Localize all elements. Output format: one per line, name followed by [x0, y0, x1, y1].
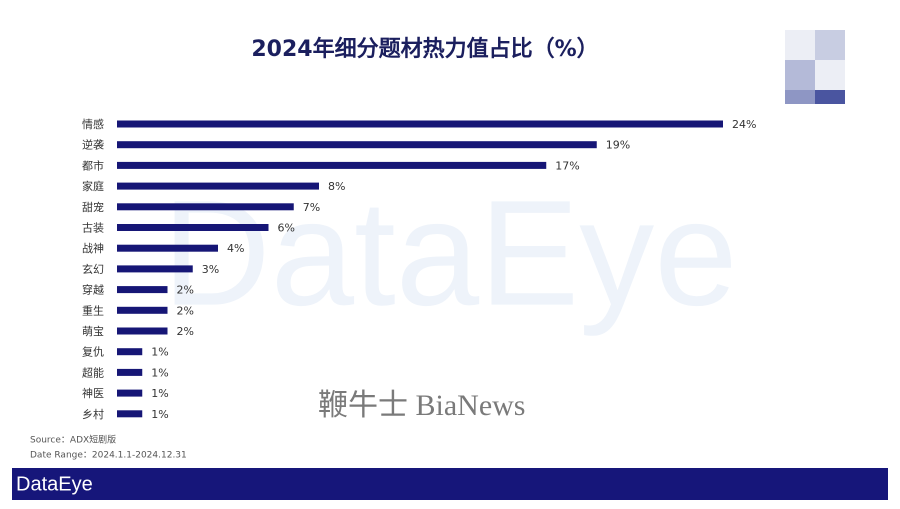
- category-label: 复仇: [82, 345, 104, 359]
- category-label: 超能: [82, 365, 104, 379]
- source: Source：ADX短剧版: [30, 434, 116, 446]
- decor-squares: [785, 30, 845, 104]
- watermark: 鞭牛士 BiaNews: [318, 389, 525, 422]
- bar: [117, 410, 143, 418]
- bar: [117, 389, 143, 397]
- bar: [117, 161, 547, 169]
- category-label: 玄幻: [82, 262, 104, 276]
- category-label: 家庭: [82, 179, 104, 193]
- bar: [117, 203, 294, 211]
- value-label: 1%: [151, 408, 168, 421]
- value-label: 19%: [606, 139, 630, 152]
- value-label: 1%: [151, 387, 168, 400]
- bar: [117, 348, 143, 356]
- category-label: 乡村: [82, 407, 104, 421]
- category-label: 甜宠: [82, 200, 104, 214]
- footer-bar: [12, 468, 888, 500]
- bar: [117, 306, 168, 314]
- bar: [117, 244, 218, 252]
- chart-title: 2024年细分题材热力值占比（%）: [251, 36, 598, 62]
- value-label: 2%: [177, 325, 194, 338]
- bar: [117, 368, 143, 376]
- bar: [117, 224, 269, 231]
- value-label: 3%: [202, 263, 219, 276]
- value-label: 24%: [732, 118, 756, 131]
- category-label: 穿越: [82, 283, 104, 297]
- footer-brand: DataEye: [16, 473, 93, 495]
- bar: [117, 120, 723, 128]
- value-label: 6%: [278, 222, 295, 235]
- value-label: 17%: [555, 159, 579, 172]
- bar: [117, 141, 597, 149]
- category-label: 逆袭: [82, 138, 104, 152]
- value-label: 4%: [227, 242, 244, 255]
- value-label: 7%: [303, 201, 320, 214]
- background-watermark: DataEye: [162, 169, 737, 337]
- value-label: 2%: [177, 304, 194, 317]
- date-range: Date Range：2024.1.1-2024.12.31: [30, 451, 187, 461]
- bar: [117, 286, 168, 294]
- value-label: 2%: [177, 284, 194, 297]
- value-label: 8%: [328, 180, 345, 193]
- value-label: 1%: [151, 366, 168, 379]
- category-label: 神医: [82, 386, 104, 400]
- category-label: 都市: [82, 158, 104, 172]
- category-label: 情感: [82, 118, 104, 131]
- bar: [117, 265, 193, 273]
- bar: [117, 182, 319, 190]
- bar: [117, 327, 168, 335]
- category-label: 重生: [82, 303, 104, 317]
- value-label: 1%: [151, 346, 168, 359]
- category-label: 古装: [82, 222, 104, 235]
- category-label: 萌宝: [82, 324, 104, 338]
- category-label: 战神: [82, 241, 104, 255]
